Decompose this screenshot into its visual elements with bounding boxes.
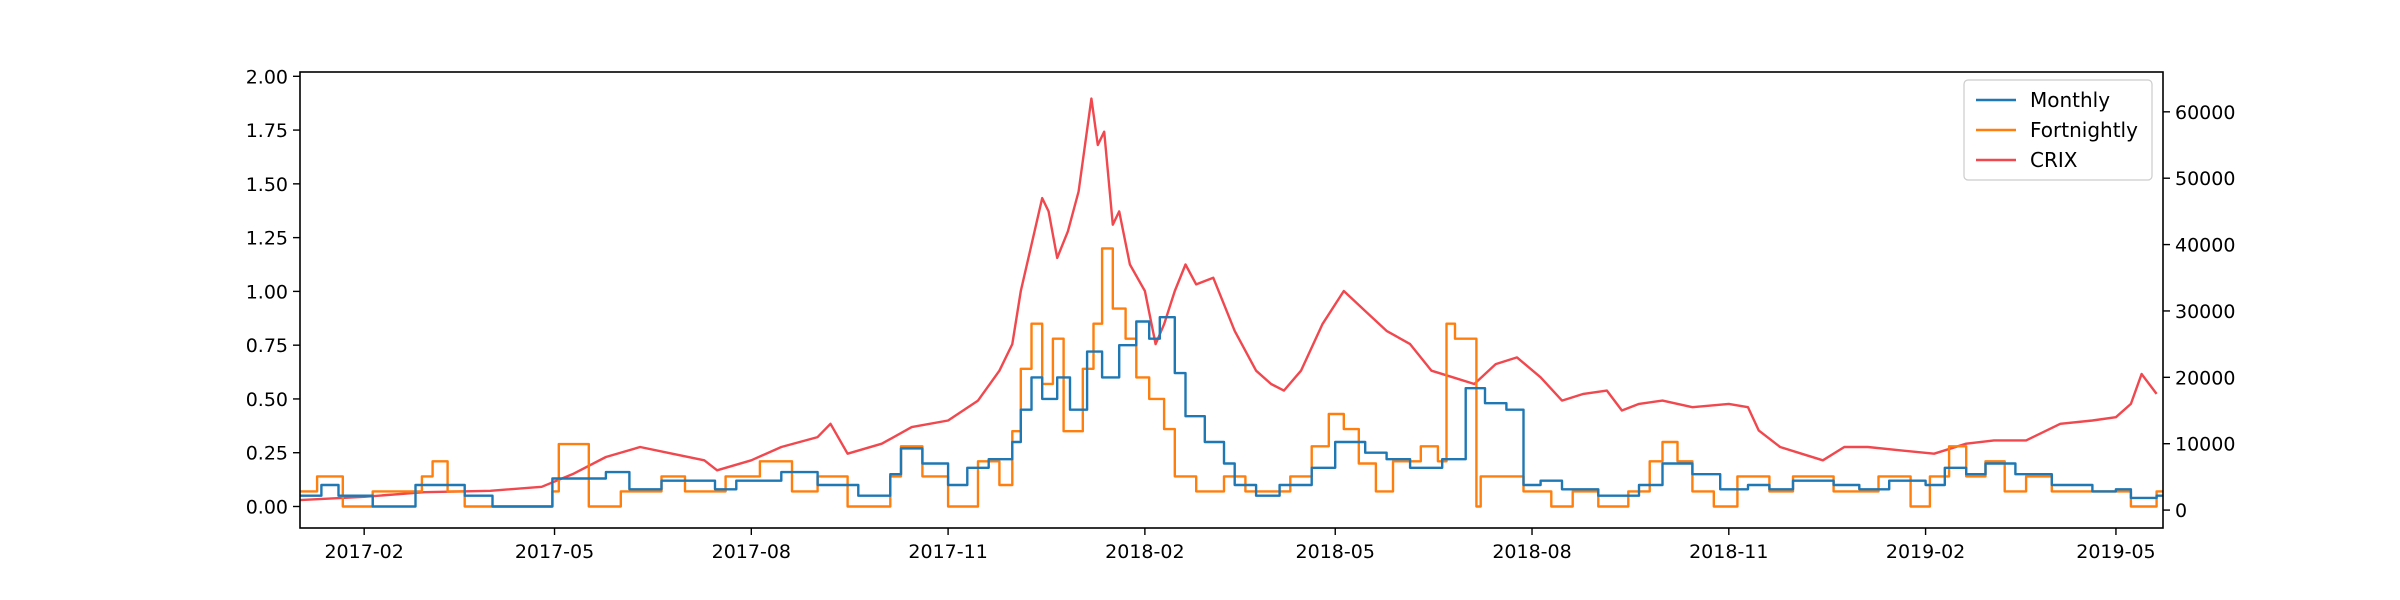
series-line-monthly — [300, 316, 2163, 508]
series-layer — [300, 97, 2163, 508]
y-tick-label: 0.75 — [246, 335, 288, 357]
y2-tick-label: 50000 — [2175, 168, 2235, 190]
y-tick-label: 1.00 — [246, 281, 288, 303]
legend-label: CRIX — [2030, 148, 2078, 172]
x-tick-label: 2017-05 — [515, 541, 594, 563]
y-tick-label: 0.25 — [246, 443, 288, 465]
left-y-axis-ticks: 0.00 0.25 0.50 0.75 1.00 1.25 1.50 1.75 2.00 — [246, 66, 300, 518]
x-tick-label: 2019-02 — [1886, 541, 1965, 563]
series-line-crix — [300, 97, 2158, 502]
x-tick-label: 2019-05 — [2076, 541, 2155, 563]
x-tick-label: 2018-02 — [1105, 541, 1184, 563]
x-tick-label: 2018-11 — [1689, 541, 1768, 563]
y2-tick-label: 60000 — [2175, 102, 2235, 124]
x-tick-label: 2017-11 — [908, 541, 987, 563]
y2-tick-label: 30000 — [2175, 301, 2235, 323]
legend: Monthly Fortnightly CRIX — [1963, 79, 2153, 181]
y-tick-label: 1.50 — [246, 174, 288, 196]
y2-tick-label: 40000 — [2175, 235, 2235, 257]
plot-frame — [299, 71, 2164, 529]
y-tick-label: 1.75 — [246, 120, 288, 142]
y2-tick-label: 10000 — [2175, 434, 2235, 456]
legend-label: Fortnightly — [2030, 118, 2138, 142]
legend-label: Monthly — [2030, 88, 2110, 112]
right-y-axis-ticks: 0 10000 20000 30000 40000 50000 60000 — [2163, 102, 2235, 522]
y-tick-label: 1.25 — [246, 228, 288, 250]
x-tick-label: 2017-02 — [324, 541, 403, 563]
x-tick-label: 2018-05 — [1296, 541, 1375, 563]
y2-tick-label: 0 — [2175, 500, 2187, 522]
y-tick-label: 0.00 — [246, 496, 288, 518]
y-tick-label: 2.00 — [246, 66, 288, 88]
x-axis-ticks: 2017-02 2017-05 2017-08 2017-11 2018-02 2018-… — [324, 528, 2156, 563]
y2-tick-label: 20000 — [2175, 367, 2235, 389]
y-tick-label: 0.50 — [246, 389, 288, 411]
x-tick-label: 2017-08 — [712, 541, 791, 563]
x-tick-label: 2018-08 — [1492, 541, 1571, 563]
legend-box — [1963, 79, 2153, 181]
